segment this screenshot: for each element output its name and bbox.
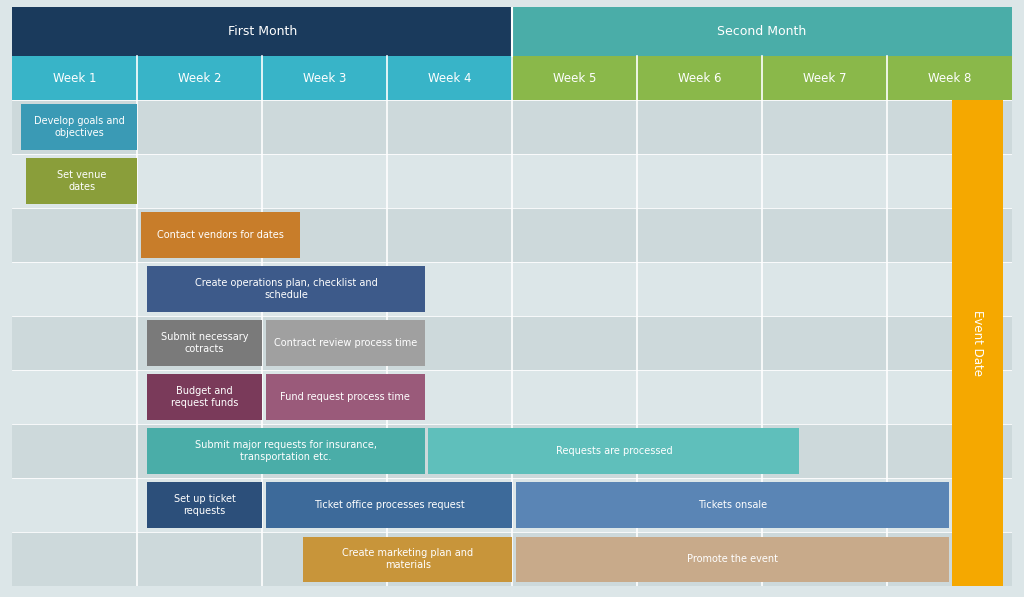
Text: Week 1: Week 1 (53, 72, 96, 85)
FancyBboxPatch shape (12, 262, 1012, 316)
FancyBboxPatch shape (516, 537, 949, 582)
Text: Submit necessary
cotracts: Submit necessary cotracts (161, 333, 249, 354)
FancyBboxPatch shape (266, 321, 425, 366)
FancyBboxPatch shape (387, 56, 512, 100)
FancyBboxPatch shape (303, 537, 512, 582)
FancyBboxPatch shape (12, 100, 1012, 154)
FancyBboxPatch shape (12, 316, 1012, 370)
Text: Set up ticket
requests: Set up ticket requests (174, 494, 236, 516)
FancyBboxPatch shape (12, 532, 1012, 586)
Text: Contract review process time: Contract review process time (273, 338, 417, 348)
Text: Week 6: Week 6 (678, 72, 721, 85)
Text: Develop goals and
objectives: Develop goals and objectives (34, 116, 125, 138)
Text: Submit major requests for insurance,
transportation etc.: Submit major requests for insurance, tra… (195, 441, 377, 462)
Text: Week 2: Week 2 (178, 72, 221, 85)
Text: Set venue
dates: Set venue dates (57, 170, 106, 192)
Text: Create operations plan, checklist and
schedule: Create operations plan, checklist and sc… (195, 278, 377, 300)
Text: Week 7: Week 7 (803, 72, 846, 85)
Text: Second Month: Second Month (717, 25, 807, 38)
FancyBboxPatch shape (147, 482, 262, 528)
FancyBboxPatch shape (12, 370, 1012, 424)
FancyBboxPatch shape (12, 7, 512, 56)
FancyBboxPatch shape (951, 100, 1002, 586)
FancyBboxPatch shape (266, 374, 425, 420)
Text: First Month: First Month (227, 25, 297, 38)
Text: Event Date: Event Date (971, 310, 984, 376)
FancyBboxPatch shape (266, 482, 512, 528)
Text: Tickets onsale: Tickets onsale (698, 500, 767, 510)
FancyBboxPatch shape (512, 56, 637, 100)
FancyBboxPatch shape (147, 374, 262, 420)
FancyBboxPatch shape (262, 56, 387, 100)
FancyBboxPatch shape (762, 56, 887, 100)
Text: Contact vendors for dates: Contact vendors for dates (157, 230, 284, 240)
FancyBboxPatch shape (12, 208, 1012, 262)
Text: Create marketing plan and
materials: Create marketing plan and materials (342, 549, 473, 570)
FancyBboxPatch shape (12, 56, 137, 100)
Text: Week 3: Week 3 (303, 72, 346, 85)
FancyBboxPatch shape (516, 482, 949, 528)
FancyBboxPatch shape (428, 429, 800, 474)
Text: Week 5: Week 5 (553, 72, 596, 85)
FancyBboxPatch shape (137, 56, 262, 100)
Text: Ticket office processes request: Ticket office processes request (313, 500, 464, 510)
FancyBboxPatch shape (147, 266, 425, 312)
FancyBboxPatch shape (887, 56, 1012, 100)
FancyBboxPatch shape (147, 321, 262, 366)
FancyBboxPatch shape (22, 104, 137, 149)
Text: Week 8: Week 8 (928, 72, 971, 85)
FancyBboxPatch shape (147, 429, 425, 474)
Text: Requests are processed: Requests are processed (555, 446, 672, 456)
FancyBboxPatch shape (637, 56, 762, 100)
Text: Fund request process time: Fund request process time (281, 392, 411, 402)
FancyBboxPatch shape (12, 424, 1012, 478)
FancyBboxPatch shape (12, 154, 1012, 208)
FancyBboxPatch shape (12, 478, 1012, 532)
FancyBboxPatch shape (26, 158, 137, 204)
FancyBboxPatch shape (512, 7, 1012, 56)
Text: Week 4: Week 4 (428, 72, 471, 85)
Text: Promote the event: Promote the event (687, 554, 778, 564)
Text: Budget and
request funds: Budget and request funds (171, 386, 239, 408)
FancyBboxPatch shape (141, 213, 300, 258)
